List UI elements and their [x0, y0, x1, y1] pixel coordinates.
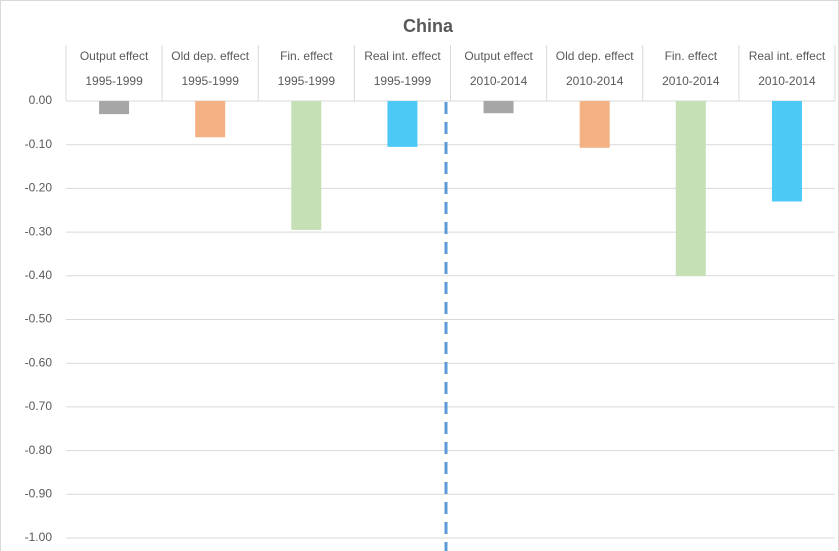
chart-title: China — [403, 16, 454, 36]
x-tick-label: 2010-2014 — [662, 74, 720, 88]
y-tick-label: 0.00 — [29, 93, 53, 107]
x-tick-label: Old dep. effect — [556, 49, 634, 63]
x-tick-label: Output effect — [464, 49, 533, 63]
y-tick-label: -0.10 — [25, 137, 53, 151]
y-tick-label: -0.40 — [25, 268, 53, 282]
x-tick-label: 2010-2014 — [470, 74, 528, 88]
y-tick-label: -0.30 — [25, 224, 53, 238]
y-tick-label: -0.50 — [25, 312, 53, 326]
y-tick-label: -0.20 — [25, 181, 53, 195]
bar — [675, 101, 706, 276]
bar — [483, 101, 514, 114]
x-tick-label: Real int. effect — [364, 49, 441, 63]
x-tick-label: Old dep. effect — [171, 49, 249, 63]
bar — [99, 101, 130, 115]
x-tick-label: Real int. effect — [749, 49, 826, 63]
x-tick-label: 1995-1999 — [181, 74, 239, 88]
y-tick-label: -1.00 — [25, 530, 53, 544]
bar — [195, 101, 226, 138]
bar — [771, 101, 802, 202]
x-tick-label: 2010-2014 — [758, 74, 816, 88]
y-tick-label: -0.70 — [25, 399, 53, 413]
x-tick-label: Fin. effect — [665, 49, 718, 63]
x-tick-label: 2010-2014 — [566, 74, 624, 88]
bar — [387, 101, 418, 147]
x-tick-label: Fin. effect — [280, 49, 333, 63]
x-tick-label: Output effect — [80, 49, 149, 63]
x-tick-label: 1995-1999 — [374, 74, 432, 88]
bar — [579, 101, 610, 148]
x-tick-label: 1995-1999 — [85, 74, 143, 88]
bar — [291, 101, 322, 230]
y-tick-label: -0.90 — [25, 486, 53, 500]
y-tick-label: -0.80 — [25, 443, 53, 457]
y-tick-label: -0.60 — [25, 355, 53, 369]
x-tick-label: 1995-1999 — [278, 74, 336, 88]
